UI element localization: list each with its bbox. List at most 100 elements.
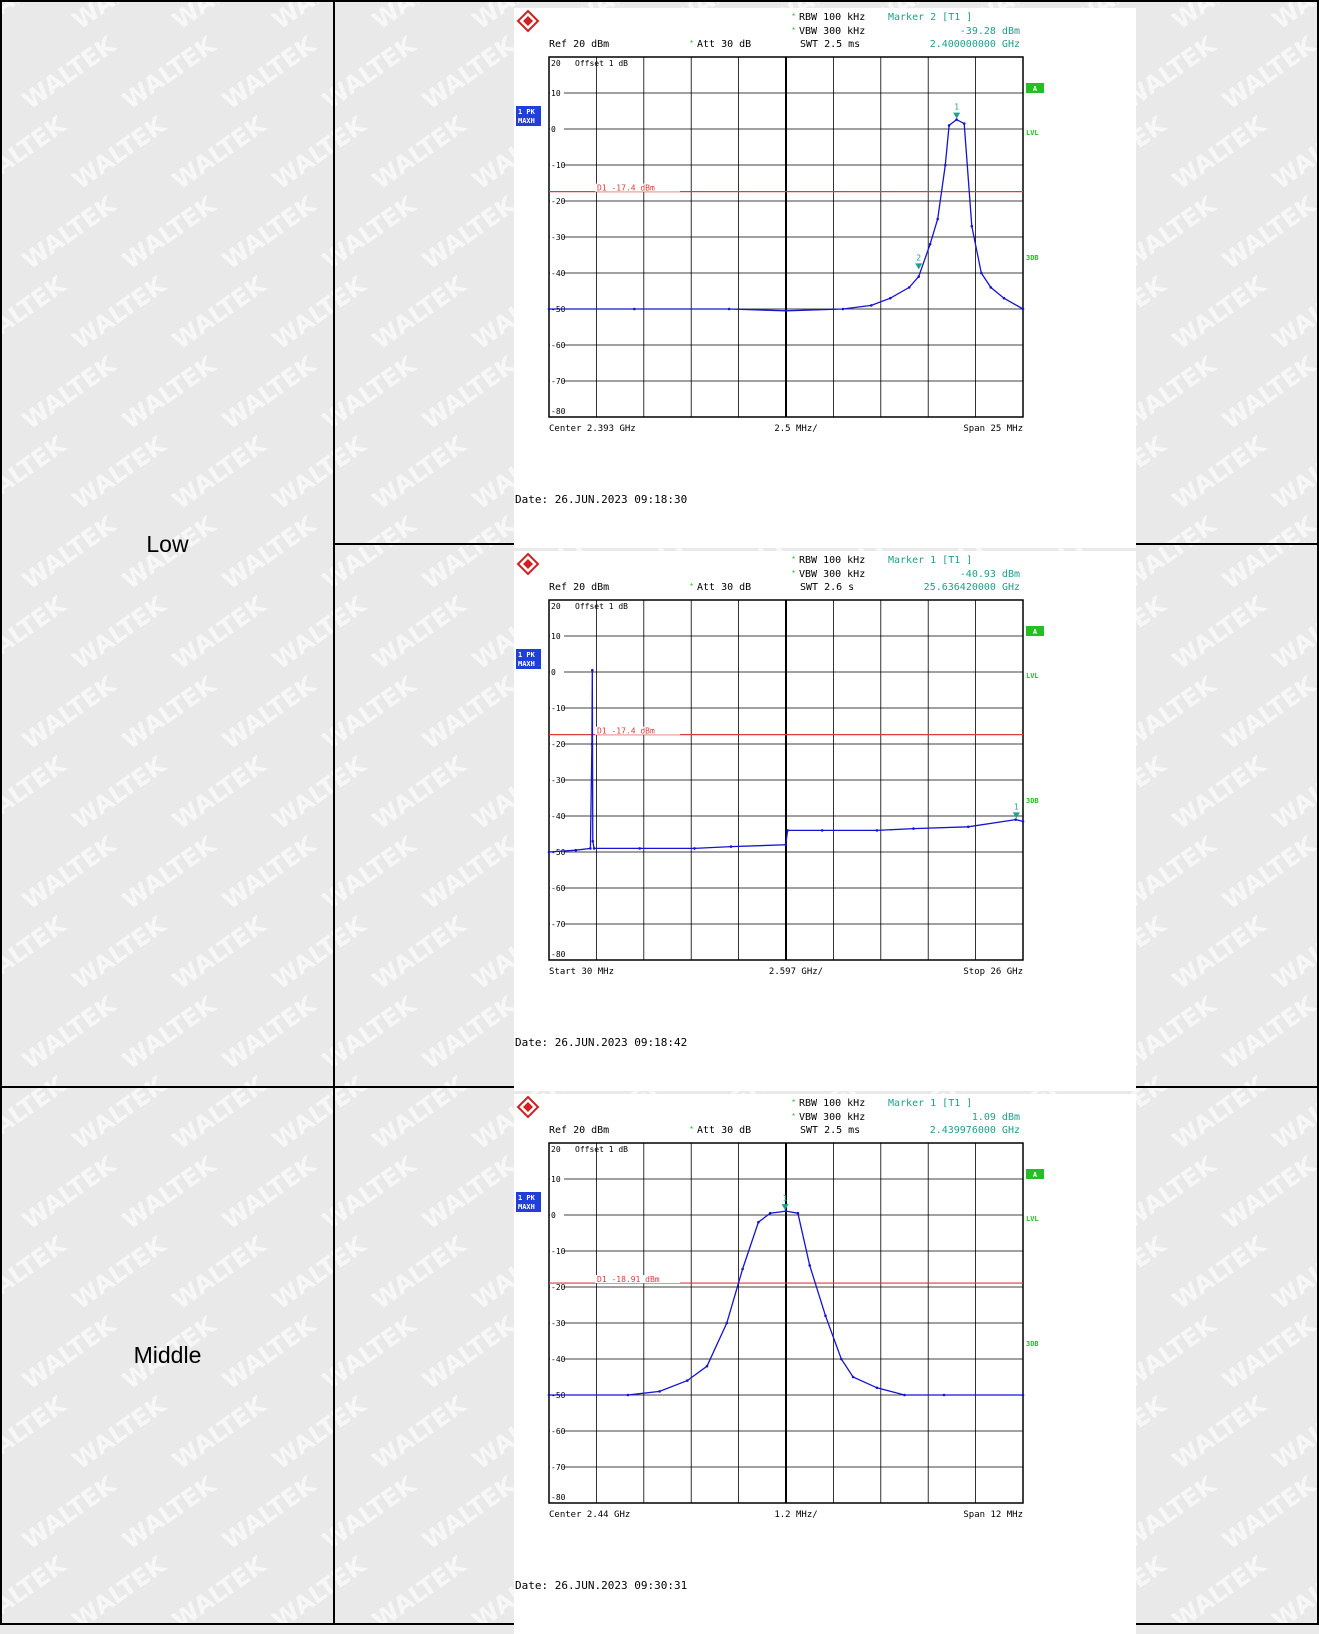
- trace-point: [1014, 818, 1017, 821]
- att-bullet: *: [690, 1125, 693, 1134]
- y-tick-bg: [550, 811, 564, 820]
- attenuation: Att 30 dB: [697, 1125, 751, 1136]
- display-line-label-bg: [595, 183, 680, 192]
- analyzer-screenshot-middle-inband: * RBW 100 kHz * VBW 300 kHz Ref 20 dBm * Att 3…: [514, 1094, 1136, 1634]
- offset-label: Offset 1 dB: [575, 59, 628, 68]
- y-tick-bg: [550, 1492, 564, 1501]
- y-tick-label: -50: [551, 848, 566, 857]
- marker-1-label: 1: [1014, 802, 1019, 811]
- trace-point: [1021, 1393, 1025, 1397]
- trace-point: [870, 304, 873, 307]
- channel-label-middle: Middle: [0, 1086, 335, 1625]
- marker-info-freq: 2.439976000 GHz: [930, 1125, 1020, 1136]
- trace-point: [889, 296, 892, 300]
- rbw-readout: RBW 100 kHz: [799, 555, 865, 566]
- marker-info-title: Marker 2 [T1 ]: [888, 12, 972, 23]
- trace-point: [784, 1209, 788, 1213]
- y-tick-label: 20: [551, 59, 561, 68]
- marker-info-freq: 2.400000000 GHz: [930, 39, 1020, 50]
- x-div-label: 2.5 MHz/: [774, 424, 817, 434]
- status-lvl-label: LVL: [1026, 129, 1039, 137]
- y-tick-label: -40: [551, 1355, 566, 1364]
- trace-point: [928, 242, 932, 246]
- y-tick-label: -80: [551, 407, 566, 416]
- vbw-bullet: *: [792, 26, 795, 35]
- detector-mode-label: MAXH: [518, 1203, 535, 1211]
- x-start-label: Center 2.393 GHz: [549, 424, 636, 434]
- marker-1-triangle: [781, 1204, 789, 1211]
- trace-point: [875, 829, 879, 832]
- trace-point: [912, 827, 915, 830]
- y-tick-label: 20: [551, 1145, 561, 1154]
- marker-1-label: 1: [783, 1194, 788, 1203]
- y-tick-bg: [550, 1462, 564, 1471]
- x-div-label: 2.597 GHz/: [769, 967, 823, 977]
- detector-mode-label: MAXH: [518, 660, 535, 668]
- trace-point: [1021, 820, 1025, 823]
- marker-1-triangle: [1012, 812, 1020, 819]
- trace-point: [796, 1211, 800, 1215]
- y-tick-bg: [550, 883, 564, 892]
- trace-point: [784, 309, 788, 313]
- status-3db-label: 3DB: [1026, 797, 1039, 805]
- marker-info-freq: 25.636420000 GHz: [924, 582, 1020, 593]
- y-tick-bg: [550, 88, 564, 97]
- vbw-bullet: *: [792, 569, 795, 578]
- y-tick-bg: [550, 1144, 564, 1153]
- trace-point: [851, 1375, 855, 1379]
- spectrum-trace: [548, 670, 1024, 853]
- y-tick-label: -60: [551, 341, 566, 350]
- trace-point: [820, 829, 824, 832]
- sweep-time: SWT 2.5 ms: [800, 39, 860, 50]
- trace-point: [962, 122, 966, 125]
- channel-label-low: Low: [0, 0, 335, 1088]
- trace-point: [729, 845, 733, 848]
- rbw-bullet: *: [792, 12, 795, 21]
- y-tick-label: -40: [551, 269, 566, 278]
- att-bullet: *: [690, 39, 693, 48]
- y-tick-bg: [550, 919, 564, 928]
- y-tick-label: -30: [551, 233, 566, 242]
- x-start-label: Start 30 MHz: [549, 967, 614, 977]
- sweep-time: SWT 2.6 s: [800, 582, 854, 593]
- marker-info-level: 1.09 dBm: [972, 1112, 1020, 1123]
- date-stamp: Date: 26.JUN.2023 09:18:42: [515, 1036, 687, 1049]
- status-3db-label: 3DB: [1026, 1340, 1039, 1348]
- sweep-time: SWT 2.5 ms: [800, 1125, 860, 1136]
- trace-point: [705, 1364, 709, 1368]
- display-line-label-bg: [595, 1275, 680, 1284]
- marker-1-triangle: [953, 112, 961, 119]
- trace-point: [875, 1386, 879, 1390]
- trace-point: [686, 1379, 689, 1382]
- rbw-readout: RBW 100 kHz: [799, 12, 865, 23]
- table-row: Middle * RBW 100 kHz * VBW 300 kHz Ref 20 dB…: [0, 1086, 1319, 1634]
- y-tick-bg: [550, 775, 564, 784]
- y-tick-label: -70: [551, 377, 566, 386]
- y-tick-label: -80: [551, 950, 566, 959]
- trace-point: [547, 307, 551, 311]
- y-tick-label: 10: [551, 1175, 561, 1184]
- trace-point: [626, 1393, 630, 1397]
- ref-level: Ref 20 dBm: [549, 582, 609, 593]
- y-tick-label: 10: [551, 89, 561, 98]
- rohde-schwarz-logo: [516, 9, 540, 33]
- x-start-label: Center 2.44 GHz: [549, 1510, 630, 1520]
- y-tick-label: -70: [551, 920, 566, 929]
- y-tick-bg: [550, 949, 564, 958]
- status-lvl-label: LVL: [1026, 672, 1039, 680]
- trace-point: [633, 307, 636, 311]
- y-tick-label: -30: [551, 1319, 566, 1328]
- logo-core: [523, 1102, 533, 1112]
- rbw-readout: RBW 100 kHz: [799, 1098, 865, 1109]
- y-tick-label: 0: [551, 1211, 556, 1220]
- trace-point: [944, 163, 947, 167]
- trace-point: [840, 1357, 843, 1361]
- trace-point: [591, 668, 594, 672]
- trace-point: [638, 847, 641, 850]
- y-tick-label: 0: [551, 668, 556, 677]
- trace-point: [989, 286, 993, 289]
- rbw-bullet: *: [792, 555, 795, 564]
- status-a-label: A: [1033, 628, 1038, 636]
- trace-point: [574, 848, 578, 852]
- y-tick-label: -60: [551, 884, 566, 893]
